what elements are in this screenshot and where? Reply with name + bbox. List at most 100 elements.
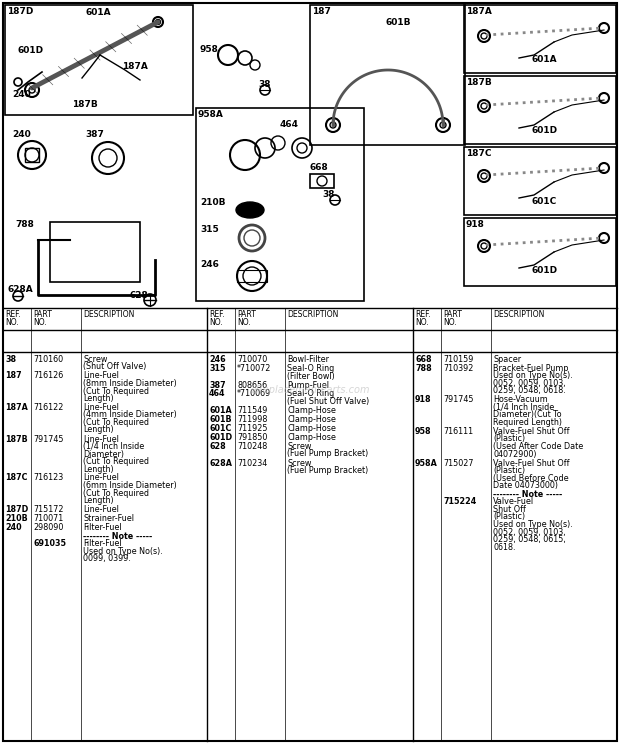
Text: Clamp-Hose: Clamp-Hose — [287, 424, 336, 433]
Text: Strainer-Fuel: Strainer-Fuel — [83, 514, 134, 523]
Text: 711925: 711925 — [237, 424, 267, 433]
Text: (Used Before Code: (Used Before Code — [493, 473, 569, 483]
Text: 315: 315 — [200, 225, 219, 234]
Text: Date 04073000): Date 04073000) — [493, 481, 558, 490]
Text: 716111: 716111 — [443, 427, 473, 436]
Text: 240: 240 — [12, 90, 31, 99]
Text: Valve-Fuel Shut Off: Valve-Fuel Shut Off — [493, 458, 570, 467]
Text: (Filter Bowl): (Filter Bowl) — [287, 371, 335, 380]
Text: 187: 187 — [5, 371, 22, 380]
Bar — [310, 5, 465, 145]
Text: 464: 464 — [280, 120, 299, 129]
Text: (Fuel Shut Off Valve): (Fuel Shut Off Valve) — [287, 397, 370, 406]
Text: (Plastic): (Plastic) — [493, 434, 525, 443]
Text: 710234: 710234 — [237, 458, 267, 467]
Text: 187A: 187A — [5, 403, 28, 412]
Text: (6mm Inside Diameter): (6mm Inside Diameter) — [83, 481, 177, 490]
Bar — [196, 108, 364, 301]
Bar — [464, 218, 616, 286]
Text: 710160: 710160 — [33, 355, 63, 364]
Text: 628A: 628A — [8, 285, 33, 294]
Text: 958A: 958A — [415, 458, 438, 467]
Text: 601D: 601D — [209, 433, 232, 442]
Text: 710071: 710071 — [33, 514, 63, 523]
Text: 710070: 710070 — [237, 355, 267, 364]
Text: 187D: 187D — [7, 7, 33, 16]
Ellipse shape — [236, 202, 264, 218]
Text: NO.: NO. — [33, 318, 46, 327]
Text: 0099, 0399.: 0099, 0399. — [83, 554, 131, 563]
Text: 788: 788 — [15, 220, 34, 229]
Text: Line-Fuel: Line-Fuel — [83, 505, 119, 514]
Text: 187C: 187C — [466, 149, 492, 158]
Text: 0259, 0548, 0615,: 0259, 0548, 0615, — [493, 535, 565, 544]
Text: 38: 38 — [258, 80, 270, 89]
Text: 0052, 0059, 0103,: 0052, 0059, 0103, — [493, 527, 565, 536]
Text: Pump-Fuel: Pump-Fuel — [287, 380, 329, 390]
Text: 710392: 710392 — [443, 364, 474, 373]
Text: 918: 918 — [415, 396, 432, 405]
Text: 710159: 710159 — [443, 355, 474, 364]
Text: Screw: Screw — [287, 442, 311, 451]
Text: (4mm Inside Diameter): (4mm Inside Diameter) — [83, 411, 177, 420]
Text: 808656: 808656 — [237, 380, 267, 390]
Text: -------- Note -----: -------- Note ----- — [83, 532, 153, 541]
Text: -------- Note -----: -------- Note ----- — [493, 490, 562, 499]
Text: 791745: 791745 — [443, 396, 474, 405]
Bar — [310, 174, 334, 188]
Text: *710072: *710072 — [237, 364, 272, 373]
Text: Shut Off: Shut Off — [493, 505, 526, 514]
Text: 387: 387 — [85, 130, 104, 139]
Text: 187C: 187C — [5, 473, 27, 483]
Text: 628: 628 — [130, 291, 149, 300]
Bar — [237, 270, 267, 282]
Bar — [464, 5, 616, 73]
Text: 187D: 187D — [5, 505, 29, 514]
Text: 918: 918 — [466, 220, 485, 229]
Text: REF.: REF. — [5, 310, 20, 319]
Text: (Fuel Pump Bracket): (Fuel Pump Bracket) — [287, 449, 368, 458]
Text: REF.: REF. — [209, 310, 224, 319]
Text: NO.: NO. — [209, 318, 223, 327]
Text: 298090: 298090 — [33, 523, 63, 532]
Text: Bowl-Filter: Bowl-Filter — [287, 355, 329, 364]
Text: Used on Type No(s).: Used on Type No(s). — [493, 520, 573, 529]
Text: 601D: 601D — [532, 126, 558, 135]
Text: eReplacementParts.com: eReplacementParts.com — [250, 385, 370, 395]
Text: 187A: 187A — [466, 7, 492, 16]
Text: Hose-Vacuum: Hose-Vacuum — [493, 396, 547, 405]
Text: REF.: REF. — [415, 310, 431, 319]
Text: 0052, 0059, 0103,: 0052, 0059, 0103, — [493, 379, 565, 388]
Text: 958: 958 — [200, 45, 219, 54]
Text: 315: 315 — [209, 364, 226, 373]
Text: Length): Length) — [83, 464, 113, 473]
Text: 210B: 210B — [5, 514, 28, 523]
Text: 601C: 601C — [209, 424, 231, 433]
Text: NO.: NO. — [237, 318, 250, 327]
Text: 601A: 601A — [532, 55, 557, 64]
Text: PART: PART — [443, 310, 462, 319]
Text: 246: 246 — [209, 355, 226, 364]
Text: 38: 38 — [322, 190, 335, 199]
Text: NO.: NO. — [5, 318, 19, 327]
Text: DESCRIPTION: DESCRIPTION — [287, 310, 339, 319]
Text: (Cut To Required: (Cut To Required — [83, 386, 149, 396]
Text: 628A: 628A — [209, 458, 232, 467]
Text: 788: 788 — [415, 364, 432, 373]
Text: Line-Fuel: Line-Fuel — [83, 371, 119, 380]
Text: 715027: 715027 — [443, 458, 474, 467]
Text: 187B: 187B — [72, 100, 98, 109]
Text: Used on Type No(s).: Used on Type No(s). — [493, 371, 573, 380]
Text: 210B: 210B — [200, 198, 226, 207]
Text: Diameter)(Cut To: Diameter)(Cut To — [493, 411, 562, 420]
Text: Spacer: Spacer — [493, 355, 521, 364]
Text: Line-Fuel: Line-Fuel — [83, 403, 119, 412]
Text: 187B: 187B — [5, 434, 28, 443]
Text: 716126: 716126 — [33, 371, 63, 380]
Text: (Cut To Required: (Cut To Required — [83, 489, 149, 498]
Text: 0259, 0548, 0618.: 0259, 0548, 0618. — [493, 386, 565, 396]
Text: 958A: 958A — [198, 110, 224, 119]
Text: PART: PART — [33, 310, 52, 319]
Text: 601C: 601C — [532, 197, 557, 206]
Text: Bracket-Fuel Pump: Bracket-Fuel Pump — [493, 364, 569, 373]
